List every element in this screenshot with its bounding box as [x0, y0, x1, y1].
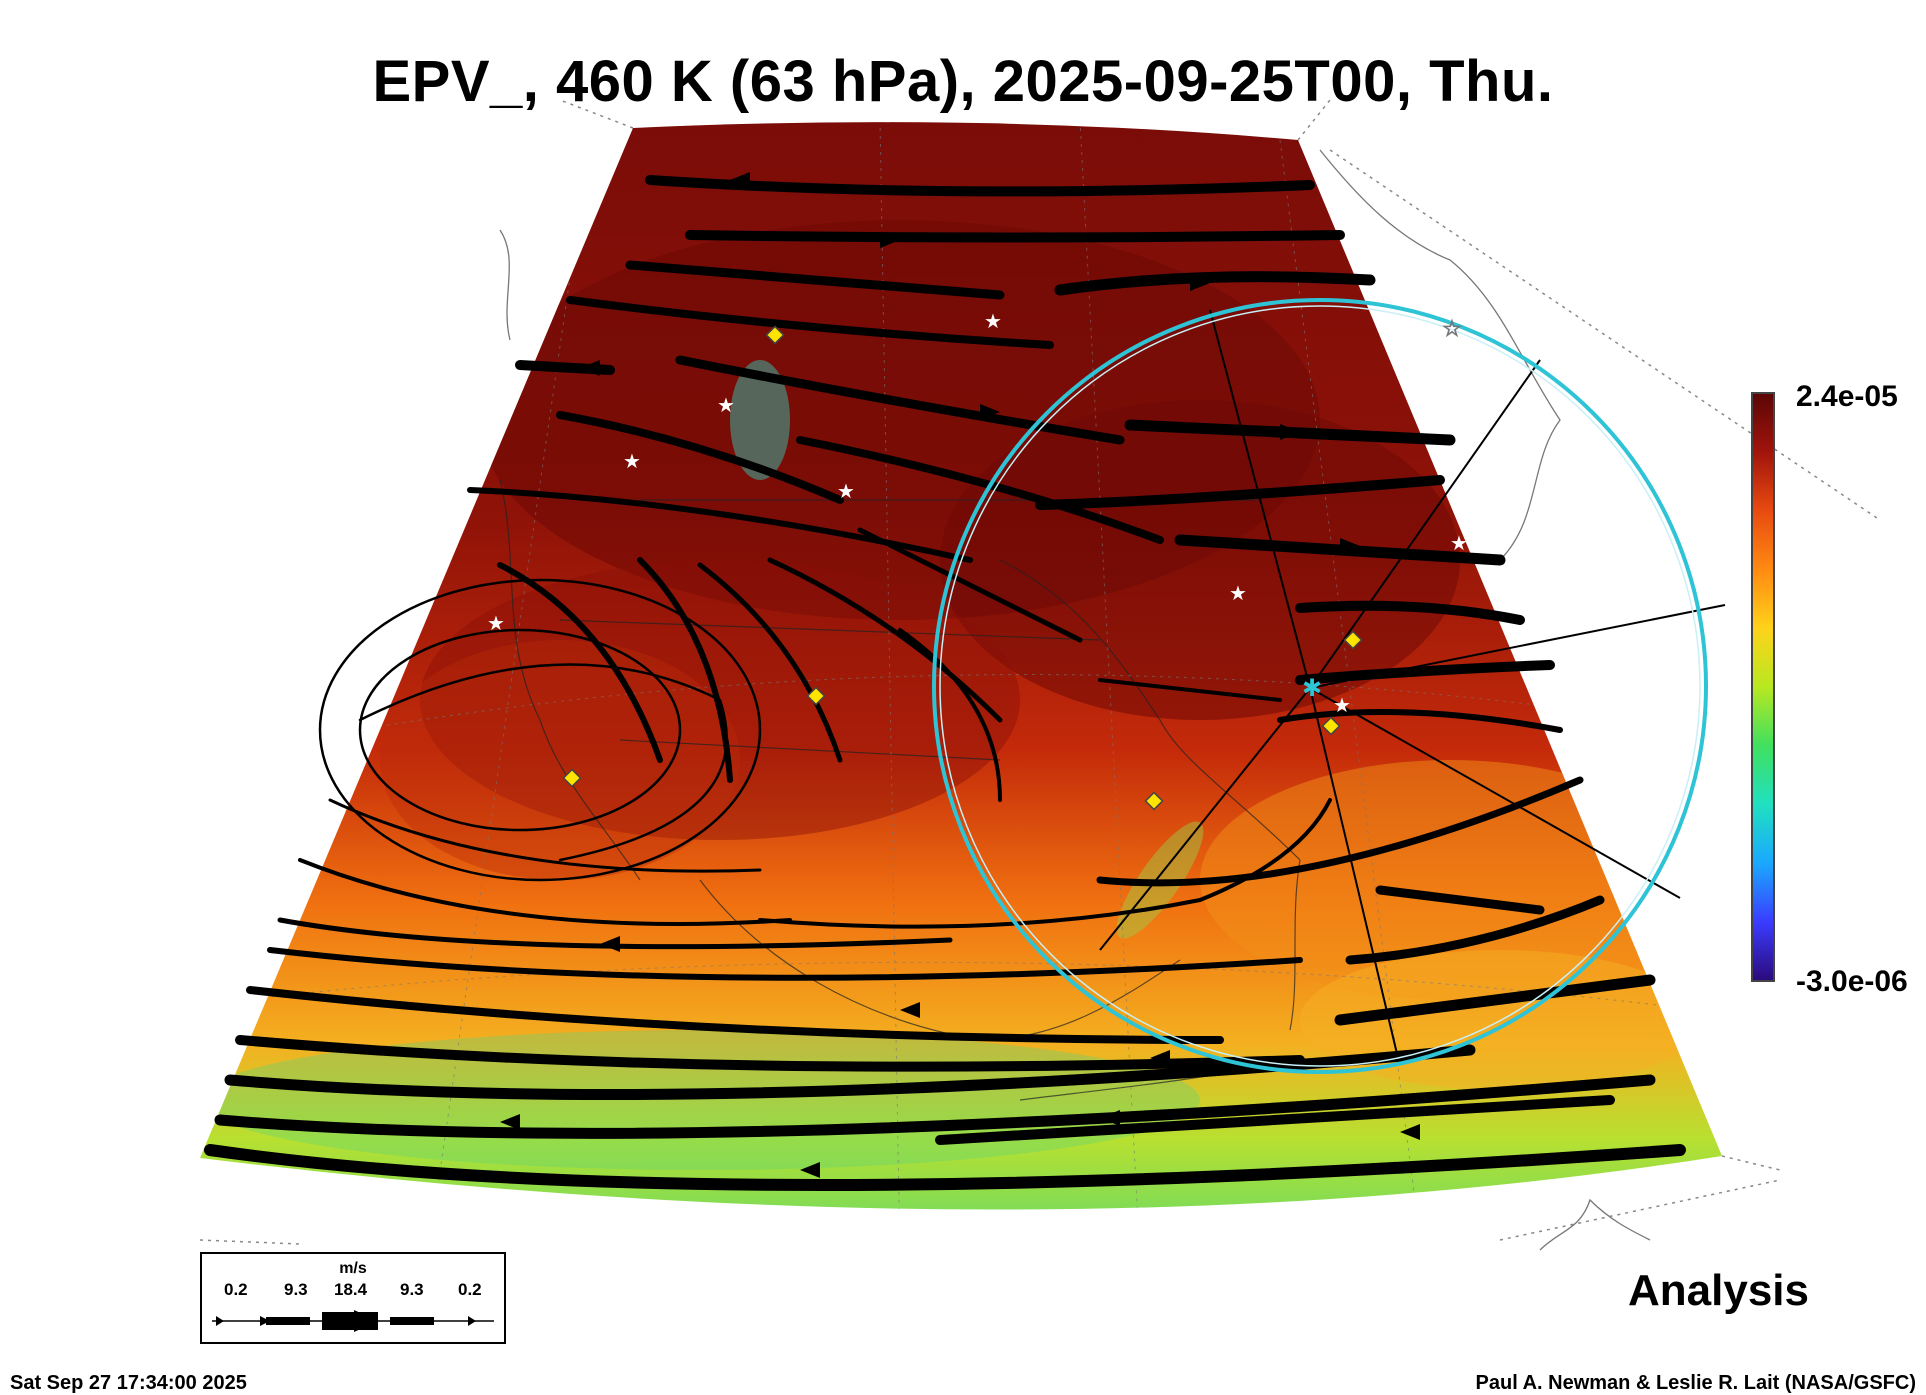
graticule-inner	[239, 122, 1701, 1210]
station-stars: ★ ★ ★ ★ ★ ★ ★ ★	[487, 309, 1468, 717]
colorbar-max-label: 2.4e-05	[1796, 380, 1898, 413]
svg-text:★: ★	[623, 449, 641, 473]
timestamp: Sat Sep 27 17:34:00 2025	[10, 1372, 247, 1394]
target-ring: ✱	[932, 298, 1726, 1074]
svg-text:★: ★	[717, 393, 735, 417]
analysis-label: Analysis	[1628, 1266, 1809, 1315]
svg-text:★: ★	[984, 309, 1002, 333]
svg-text:☆: ☆	[1442, 317, 1462, 342]
wind-legend: m/s 0.2 9.3 18.4 9.3 0.2	[200, 1252, 506, 1344]
streamline-arrowheads	[500, 172, 1420, 1178]
svg-text:★: ★	[1333, 693, 1351, 717]
wind-legend-value: 0.2	[224, 1280, 248, 1299]
colorbar	[1751, 392, 1775, 982]
graticule-outer	[199, 99, 1881, 1245]
svg-text:★: ★	[1229, 581, 1247, 605]
wind-legend-unit: m/s	[339, 1260, 367, 1277]
wind-legend-value: 9.3	[400, 1280, 424, 1299]
wind-legend-value: 9.3	[284, 1280, 308, 1299]
colorbar-min-label: -3.0e-06	[1796, 965, 1908, 998]
wind-legend-value: 0.2	[458, 1280, 482, 1299]
credit: Paul A. Newman & Leslie R. Lait (NASA/GS…	[1475, 1372, 1916, 1394]
svg-text:★: ★	[837, 479, 855, 503]
station-diamonds	[562, 325, 1363, 811]
svg-text:★: ★	[487, 611, 505, 635]
coastlines	[499, 479, 1301, 1101]
wind-legend-value: 18.4	[334, 1280, 368, 1299]
svg-text:✱: ✱	[1302, 674, 1322, 702]
wind-legend-arrows	[212, 1310, 494, 1332]
outside-coastline	[499, 149, 1651, 1251]
wind-streamlines	[204, 175, 1686, 1191]
map-title: EPV_, 460 K (63 hPa), 2025-09-25T00, Thu…	[372, 49, 1554, 114]
svg-text:★: ★	[1450, 531, 1468, 555]
